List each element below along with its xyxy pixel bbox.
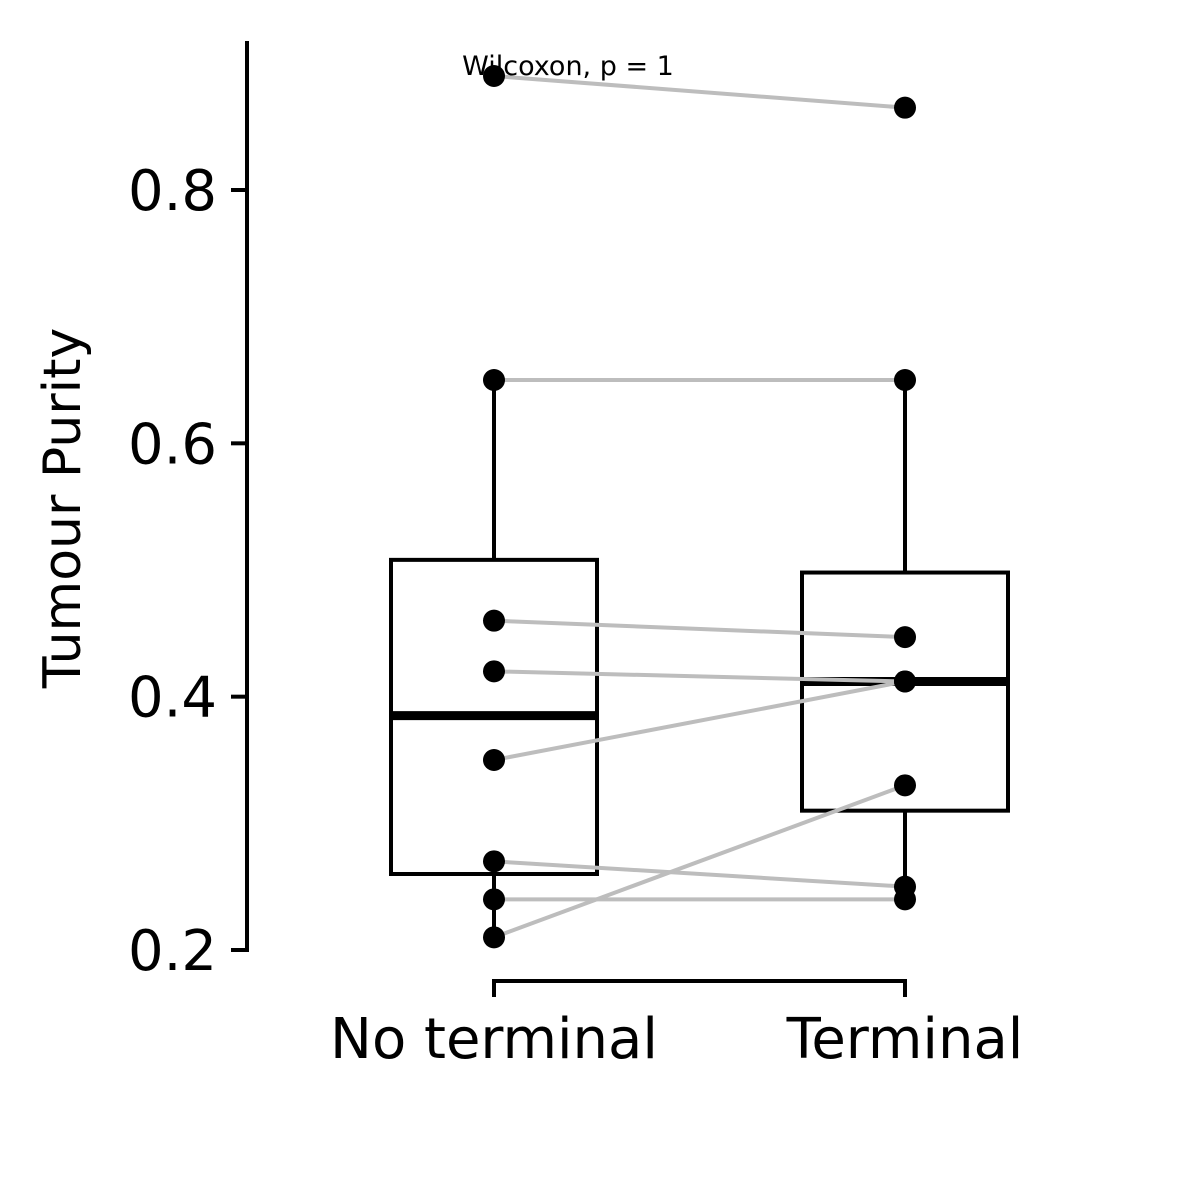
point-terminal [894, 96, 916, 119]
point-no-terminal [483, 609, 505, 632]
y-tick-label: 0.4 [128, 666, 217, 731]
point-terminal [894, 888, 916, 911]
pair-line [493, 783, 906, 940]
y-tick-label: 0.8 [128, 159, 217, 224]
wilcoxon-annotation: Wilcoxon, p = 1 [462, 51, 674, 82]
pair-line [493, 859, 906, 889]
x-tick-label: No terminal [330, 1007, 658, 1072]
point-no-terminal [483, 850, 505, 873]
point-no-terminal [483, 660, 505, 683]
box [800, 570, 1010, 813]
point-terminal [894, 626, 916, 649]
pair-line [493, 679, 906, 762]
x-tick-label: Terminal [786, 1007, 1024, 1072]
x-axis-bracket [492, 979, 907, 997]
point-no-terminal [483, 888, 505, 911]
y-tick-label: 0.6 [128, 412, 217, 477]
point-no-terminal [483, 65, 505, 87]
pair-line [493, 618, 906, 640]
point-no-terminal [483, 749, 505, 771]
y-axis-title: Tumour Purity [33, 328, 93, 690]
pair-line [493, 669, 906, 684]
point-terminal [894, 369, 916, 391]
pair-lines [493, 74, 906, 940]
y-ticks: 0.2 0.4 0.6 0.8 [128, 159, 247, 984]
point-no-terminal [483, 369, 505, 391]
points [483, 65, 916, 949]
x-ticks: No terminal Terminal [330, 1007, 1023, 1072]
point-terminal [894, 670, 916, 693]
point-no-terminal [483, 926, 505, 949]
point-terminal [894, 774, 916, 797]
boxes [389, 380, 1010, 938]
y-tick-label: 0.2 [128, 919, 217, 984]
pair-line [493, 74, 906, 110]
axes [245, 41, 907, 997]
